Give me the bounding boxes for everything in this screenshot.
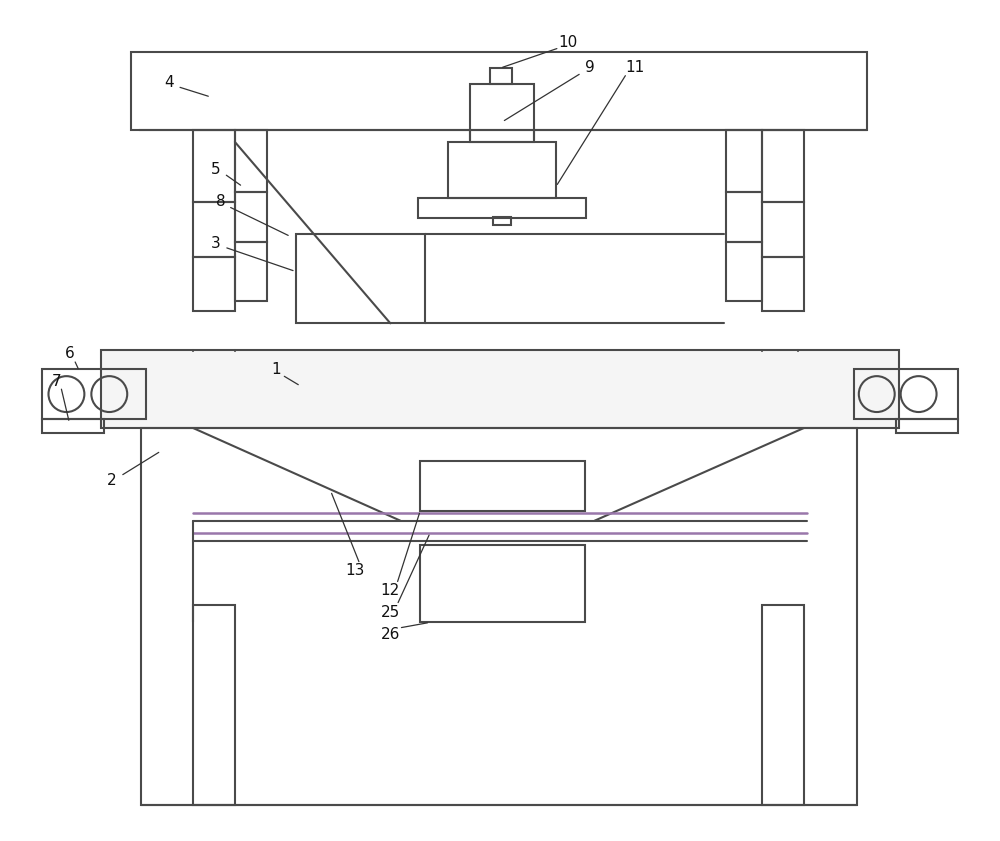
Text: 26: 26 [381, 627, 400, 642]
Bar [854, 369, 958, 419]
Bar [193, 257, 235, 311]
Text: 8: 8 [216, 194, 226, 209]
Bar [193, 130, 235, 202]
Bar [235, 241, 267, 301]
Text: 1: 1 [271, 362, 281, 377]
Bar [42, 369, 146, 419]
Bar [896, 419, 958, 433]
Text: 9: 9 [585, 60, 595, 75]
Text: 3: 3 [211, 236, 221, 251]
Bar [193, 202, 235, 257]
Text: 13: 13 [346, 563, 365, 578]
Bar [762, 606, 804, 805]
Bar [131, 52, 867, 130]
Bar [726, 241, 762, 301]
Bar [101, 350, 899, 428]
Bar [193, 606, 235, 805]
Text: 6: 6 [65, 346, 74, 361]
Bar [235, 130, 267, 192]
Bar [420, 461, 585, 510]
Bar [726, 192, 762, 241]
Bar [296, 234, 425, 323]
Bar [762, 257, 804, 311]
Text: 25: 25 [381, 605, 400, 620]
Bar [493, 217, 511, 225]
Text: 12: 12 [381, 583, 400, 598]
Text: 4: 4 [164, 75, 174, 90]
Bar [420, 545, 585, 622]
Text: 2: 2 [106, 473, 116, 489]
Text: 10: 10 [558, 34, 577, 50]
Bar [726, 130, 762, 192]
Bar [470, 84, 534, 142]
Bar [762, 130, 804, 202]
Bar [448, 142, 556, 198]
Bar [418, 198, 586, 218]
Bar [762, 202, 804, 257]
Bar [141, 428, 857, 805]
Bar [42, 419, 104, 433]
Text: 11: 11 [625, 60, 644, 75]
Text: 7: 7 [52, 373, 61, 389]
Bar [490, 68, 512, 84]
Bar [235, 192, 267, 241]
Text: 5: 5 [211, 162, 221, 177]
